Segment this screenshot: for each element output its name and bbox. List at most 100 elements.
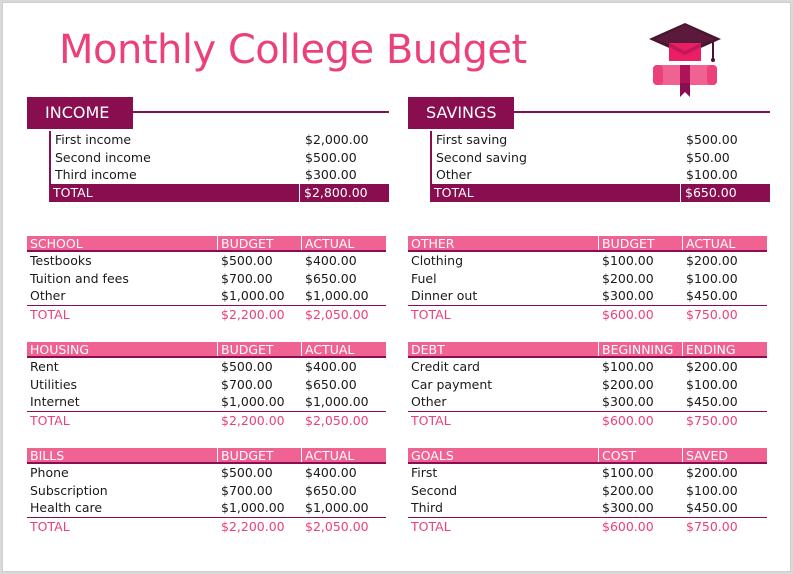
income-header-rule — [133, 111, 389, 113]
table-row: Health care $1,000.00 $1,000.00 — [27, 499, 386, 517]
income-total-row: TOTAL $2,800.00 — [49, 183, 389, 202]
savings-total-row: TOTAL $650.00 — [430, 183, 770, 202]
savings-total-value: $650.00 — [680, 183, 770, 202]
table-header-col3: ACTUAL — [301, 342, 386, 357]
table-header-row: HOUSING BUDGET ACTUAL — [27, 342, 386, 358]
income-total-value: $2,800.00 — [299, 183, 389, 202]
table-header-row: BILLS BUDGET ACTUAL — [27, 448, 386, 464]
table-total-cell: $600.00 — [602, 518, 654, 534]
table-header-row: OTHER BUDGET ACTUAL — [408, 236, 767, 252]
table-cell: $1,000.00 — [221, 500, 285, 515]
table-header-col3: ACTUAL — [682, 236, 767, 251]
table-row: Testbooks $500.00 $400.00 — [27, 252, 386, 270]
table-cell: Phone — [30, 465, 69, 480]
table-total-cell: $2,200.00 — [221, 518, 285, 534]
table-total-cell: $750.00 — [686, 412, 738, 428]
table-row: Clothing $100.00 $200.00 — [408, 252, 767, 270]
table-cell: $1,000.00 — [305, 288, 369, 303]
table-cell: $400.00 — [305, 359, 357, 374]
savings-row: Second saving $50.00 — [432, 149, 770, 167]
table-cell: $1,000.00 — [305, 500, 369, 515]
income-row-label: First income — [55, 132, 132, 147]
table-row: Second $200.00 $100.00 — [408, 482, 767, 500]
savings-row-value: $50.00 — [686, 149, 730, 165]
income-row-value: $2,000.00 — [305, 132, 369, 147]
savings-header-rule — [514, 111, 770, 113]
table-cell: Internet — [30, 394, 80, 409]
table-cell: $500.00 — [221, 253, 273, 268]
table-row: Third $300.00 $450.00 — [408, 499, 767, 517]
graduation-cap-diploma-icon — [649, 23, 721, 97]
table-row: Other $1,000.00 $1,000.00 — [27, 287, 386, 305]
table-total-row: TOTAL $2,200.00 $2,050.00 — [27, 410, 386, 428]
income-row-value: $500.00 — [305, 149, 357, 165]
table-cell: $100.00 — [602, 359, 654, 374]
savings-header: SAVINGS — [408, 97, 514, 129]
table-cell: Car payment — [411, 376, 493, 392]
table-cell: $1,000.00 — [221, 394, 285, 409]
table-cell: Clothing — [411, 253, 464, 268]
table-row: Subscription $700.00 $650.00 — [27, 482, 386, 500]
table-total-cell: $2,050.00 — [305, 518, 369, 534]
table-header-col2: BEGINNING — [598, 342, 682, 357]
table-cell: Rent — [30, 359, 59, 374]
table-cell: $500.00 — [221, 465, 273, 480]
table-cell: $1,000.00 — [221, 288, 285, 303]
income-row: First income $2,000.00 — [51, 131, 389, 149]
table-header-col2: BUDGET — [598, 236, 682, 251]
table-row: Other $300.00 $450.00 — [408, 393, 767, 411]
table-cell: $500.00 — [221, 359, 273, 374]
goals-table: GOALS COST SAVED First $100.00 $200.00 S… — [408, 448, 767, 534]
table-header-col3: ACTUAL — [301, 448, 386, 463]
table-cell: $400.00 — [305, 253, 357, 268]
table-row: Utilities $700.00 $650.00 — [27, 376, 386, 394]
debt-table: DEBT BEGINNING ENDING Credit card $100.0… — [408, 342, 767, 428]
table-cell: $300.00 — [602, 288, 654, 303]
savings-row-label: First saving — [436, 132, 508, 147]
table-cell: $200.00 — [602, 270, 654, 286]
table-cell: $700.00 — [221, 482, 273, 498]
table-cell: Second — [411, 482, 458, 498]
table-cell: Utilities — [30, 376, 78, 392]
table-cell: $400.00 — [305, 465, 357, 480]
table-header-col3: ACTUAL — [301, 236, 386, 251]
table-cell: $700.00 — [221, 376, 273, 392]
school-table: SCHOOL BUDGET ACTUAL Testbooks $500.00 $… — [27, 236, 386, 322]
income-row: Third income $300.00 — [51, 166, 389, 184]
table-cell: $100.00 — [602, 253, 654, 268]
table-cell: Other — [30, 288, 66, 303]
income-row-label: Second income — [55, 149, 151, 165]
table-header-col2: COST — [598, 448, 682, 463]
table-total-cell: $750.00 — [686, 518, 738, 534]
table-cell: Health care — [30, 500, 103, 515]
table-cell: $650.00 — [305, 270, 357, 286]
savings-total-label: TOTAL — [434, 184, 474, 200]
income-section: INCOME First income $2,000.00 Second inc… — [27, 97, 389, 202]
table-total-cell: TOTAL — [411, 518, 451, 534]
table-cell: $200.00 — [602, 482, 654, 498]
table-cell: $100.00 — [686, 270, 738, 286]
table-total-row: TOTAL $600.00 $750.00 — [408, 304, 767, 322]
table-cell: Fuel — [411, 270, 437, 286]
table-total-cell: $2,050.00 — [305, 306, 369, 322]
table-cell: $200.00 — [686, 465, 738, 480]
table-total-cell: TOTAL — [411, 306, 451, 322]
other-table: OTHER BUDGET ACTUAL Clothing $100.00 $20… — [408, 236, 767, 322]
table-total-cell: TOTAL — [30, 518, 70, 534]
bills-table: BILLS BUDGET ACTUAL Phone $500.00 $400.0… — [27, 448, 386, 534]
table-cell: Subscription — [30, 482, 108, 498]
table-total-cell: $2,200.00 — [221, 306, 285, 322]
table-row: Dinner out $300.00 $450.00 — [408, 287, 767, 305]
income-total-label: TOTAL — [53, 184, 93, 200]
table-cell: Credit card — [411, 359, 480, 374]
table-row: Rent $500.00 $400.00 — [27, 358, 386, 376]
savings-row-value: $500.00 — [686, 132, 738, 147]
table-row: Fuel $200.00 $100.00 — [408, 270, 767, 288]
table-cell: $300.00 — [602, 500, 654, 515]
savings-row-label: Second saving — [436, 149, 527, 165]
table-cell: $300.00 — [602, 394, 654, 409]
table-total-row: TOTAL $2,200.00 $2,050.00 — [27, 304, 386, 322]
table-total-cell: TOTAL — [411, 412, 451, 428]
table-cell: $100.00 — [686, 482, 738, 498]
